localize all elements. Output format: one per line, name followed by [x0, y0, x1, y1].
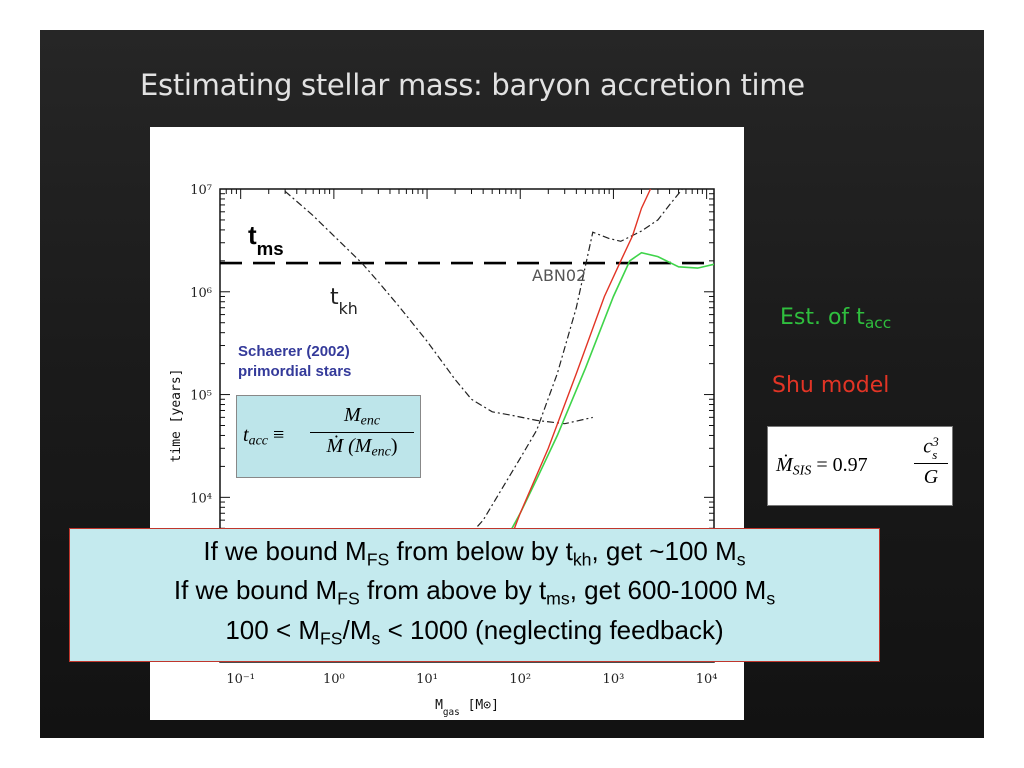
formula-msis-lhs-m: Ṁ — [776, 454, 793, 476]
callout-line-3-c: < 1000 (neglecting feedback) — [380, 614, 724, 645]
y-tick-label: 10⁵ — [190, 389, 212, 404]
schaerer-label-line2: primordial stars — [238, 363, 351, 380]
formula-msis-eq: = 0.97 — [816, 454, 868, 476]
formula-msis-num-sub: s — [932, 447, 938, 462]
legend-est-tacc-label: Est. of t — [780, 305, 865, 330]
y-tick-label: 10⁴ — [190, 491, 212, 506]
callout-line-2-c-sub: s — [766, 588, 776, 609]
formula-tacc-num: M — [343, 404, 361, 426]
formula-msis-num: c — [923, 435, 933, 458]
formula-tacc-lhs-t: t — [243, 424, 249, 446]
series-abn02-line — [426, 188, 683, 583]
formula-tacc-lhs: tacc ≡ — [243, 424, 284, 450]
callout-line-1-b: from below by t — [389, 536, 573, 567]
formula-tacc-den: Ṁ (M — [326, 434, 372, 457]
formula-tacc-den-close: ) — [390, 434, 398, 457]
series-tkh-line — [284, 190, 593, 425]
formula-tacc-num-sub: enc — [360, 413, 381, 429]
callout-line-2-b-sub: ms — [546, 588, 570, 609]
y-tick-label: 10⁷ — [190, 183, 212, 198]
formula-tacc-fraction: Menc Ṁ (Menc) — [310, 404, 414, 460]
x-tick-label: 10⁰ — [323, 672, 345, 687]
y-axis-label: time [years] — [169, 369, 184, 463]
callout-line-3-b: /M — [342, 614, 372, 645]
callout-line-1-b-sub: kh — [572, 549, 592, 570]
callout-line-1: If we bound MFS from below by tkh, get ~… — [203, 536, 745, 575]
callout-line-2-b: from above by t — [359, 575, 547, 606]
formula-tacc-box: tacc ≡ Menc Ṁ (Menc) — [236, 395, 421, 478]
callout-line-2: If we bound MFS from above by tms, get 6… — [174, 575, 775, 614]
abn02-label: ABN02 — [532, 266, 586, 285]
tms-label: tms — [248, 220, 284, 259]
formula-msis-lhs-sub: SIS — [792, 463, 812, 479]
slide: Estimating stellar mass: baryon accretio… — [40, 30, 984, 738]
callout-line-2-c: , get 600-1000 M — [569, 575, 767, 606]
formula-tacc-equiv: ≡ — [273, 424, 285, 446]
x-axis-label: Mgas [M⊙] — [435, 698, 499, 718]
callout-line-3-b-sub: s — [371, 627, 381, 648]
callout-line-1-a: If we bound M — [203, 536, 367, 567]
callout-line-2-a-sub: FS — [337, 588, 360, 609]
x-tick-label: 10⁻¹ — [226, 672, 255, 687]
callout-line-1-c-sub: s — [736, 549, 746, 570]
callout-line-2-a: If we bound M — [173, 575, 338, 606]
x-tick-label: 10⁴ — [696, 672, 718, 687]
callout-line-3-a-sub: FS — [320, 627, 343, 648]
formula-tacc-lhs-sub: acc — [248, 433, 268, 449]
callout-line-3-a: 100 < M — [225, 614, 321, 645]
x-tick-label: 10² — [509, 672, 531, 687]
callout-line-3: 100 < MFS/Ms < 1000 (neglecting feedback… — [225, 615, 723, 654]
legend-est-tacc: Est. of tacc — [780, 305, 891, 332]
callout-line-1-a-sub: FS — [366, 549, 390, 570]
formula-msis-num-sup: 3 — [932, 434, 939, 449]
formula-msis-lhs: ṀSIS = 0.97 — [776, 454, 868, 480]
schaerer-label-line1: Schaerer (2002) — [238, 343, 350, 360]
chart: 10⁻¹ 10⁰ 10¹ 10² 10³ 10⁴ 10⁷ 10⁶ 10⁵ 10⁴ time [yea… — [169, 183, 718, 718]
tkh-label: tkh — [330, 285, 358, 318]
formula-msis-den: G — [923, 466, 939, 488]
legend-shu-model: Shu model — [772, 373, 890, 398]
x-tick-label: 10¹ — [416, 672, 438, 687]
conclusion-callout: If we bound MFS from below by tkh, get ~… — [69, 528, 880, 662]
x-tick-label: 10³ — [603, 672, 625, 687]
callout-line-1-c: , get ~100 M — [591, 536, 737, 567]
legend-est-tacc-sub: acc — [864, 313, 892, 332]
formula-tacc-den-sub: enc — [371, 444, 391, 459]
y-tick-label: 10⁶ — [190, 286, 212, 301]
slide-title: Estimating stellar mass: baryon accretio… — [140, 68, 805, 102]
